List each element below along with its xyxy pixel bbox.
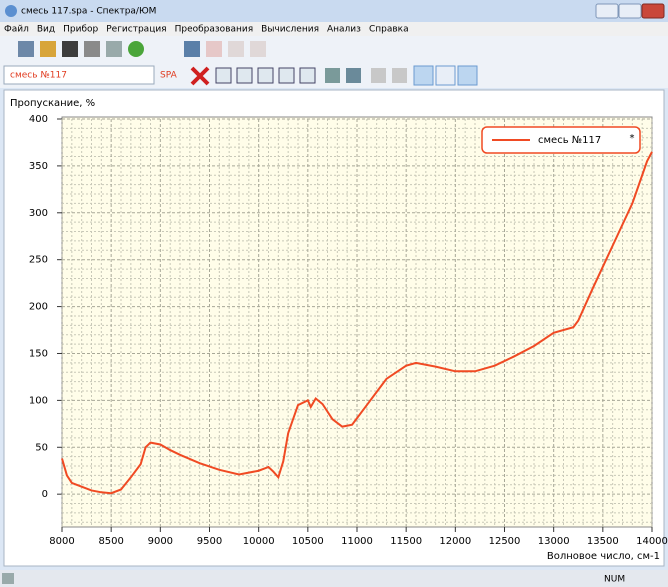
legend-close[interactable]: * xyxy=(630,133,635,144)
tool-button[interactable] xyxy=(128,41,144,57)
toolbar-icons xyxy=(18,41,266,57)
status-bar xyxy=(0,570,668,587)
tool-button[interactable] xyxy=(413,65,434,86)
tool-button[interactable] xyxy=(228,41,244,57)
tool-button[interactable] xyxy=(435,65,456,86)
tool-button[interactable] xyxy=(457,65,478,86)
tool-button[interactable] xyxy=(278,67,295,84)
y-tick-label: 0 xyxy=(42,489,48,500)
menu-item[interactable]: Прибор xyxy=(63,25,98,35)
close-button[interactable] xyxy=(641,3,665,19)
status-num: NUM xyxy=(604,575,625,585)
menu-item[interactable]: Преобразования xyxy=(175,25,254,35)
tool-button[interactable] xyxy=(392,68,407,83)
x-tick-label: 10000 xyxy=(243,536,275,547)
delete-button[interactable] xyxy=(190,66,210,86)
sample-input[interactable] xyxy=(3,65,155,85)
y-tick-label: 350 xyxy=(29,161,48,172)
menu-bar xyxy=(0,22,668,36)
minimize-button[interactable] xyxy=(595,3,619,19)
y-tick-label: 150 xyxy=(29,348,48,359)
menu-item[interactable]: Регистрация xyxy=(106,25,166,35)
x-tick-label: 11000 xyxy=(341,536,373,547)
tool-button[interactable] xyxy=(206,41,222,57)
tool-button[interactable] xyxy=(215,67,232,84)
sample-name: смесь №117 xyxy=(10,71,67,81)
menu-item[interactable]: Вид xyxy=(37,25,55,35)
x-tick-label: 8500 xyxy=(98,536,123,547)
x-tick-label: 9000 xyxy=(148,536,173,547)
menu-item[interactable]: Файл xyxy=(4,25,29,35)
tool-button[interactable] xyxy=(18,41,34,57)
x-tick-label: 10500 xyxy=(292,536,324,547)
tool-button[interactable] xyxy=(257,67,274,84)
x-tick-label: 9500 xyxy=(197,536,222,547)
x-tick-label: 8000 xyxy=(49,536,74,547)
tool-button[interactable] xyxy=(62,41,78,57)
x-tick-label: 12000 xyxy=(439,536,471,547)
y-tick-label: 400 xyxy=(29,114,48,125)
legend-box xyxy=(481,126,641,154)
menu-item[interactable]: Анализ xyxy=(327,25,361,35)
menu-item[interactable]: Справка xyxy=(369,25,409,35)
toolbar2-icons xyxy=(190,65,478,86)
x-tick-label: 14000 xyxy=(636,536,668,547)
y-axis-label: Пропускание, % xyxy=(10,98,95,109)
tool-button[interactable] xyxy=(346,68,361,83)
tool-button[interactable] xyxy=(106,41,122,57)
legend-label: смесь №117 xyxy=(538,135,601,146)
tool-button[interactable] xyxy=(250,41,266,57)
tool-button[interactable] xyxy=(184,41,200,57)
tool-button[interactable] xyxy=(40,41,56,57)
x-tick-label: 13500 xyxy=(587,536,619,547)
y-tick-label: 300 xyxy=(29,208,48,219)
x-tick-label: 12500 xyxy=(489,536,521,547)
title-bar xyxy=(0,0,668,22)
tool-button[interactable] xyxy=(325,68,340,83)
maximize-button[interactable] xyxy=(618,3,642,19)
y-tick-label: 100 xyxy=(29,395,48,406)
menu-item[interactable]: Вычисления xyxy=(261,25,319,35)
tool-button[interactable] xyxy=(236,67,253,84)
app-icon xyxy=(5,5,17,17)
status-icon xyxy=(2,573,14,584)
tool-button[interactable] xyxy=(371,68,386,83)
y-tick-label: 50 xyxy=(35,442,48,453)
x-axis-label: Волновое число, см-1 xyxy=(547,551,660,562)
y-tick-label: 200 xyxy=(29,302,48,313)
tool-button[interactable] xyxy=(299,67,316,84)
data-line xyxy=(61,151,653,495)
y-tick-label: 250 xyxy=(29,255,48,266)
window-title: смесь 117.spa - Спектра/ЮМ xyxy=(21,7,156,17)
tool-button[interactable] xyxy=(84,41,100,57)
x-tick-label: 11500 xyxy=(390,536,422,547)
x-tick-label: 13000 xyxy=(538,536,570,547)
format-dropdown[interactable]: SPA xyxy=(160,71,178,81)
